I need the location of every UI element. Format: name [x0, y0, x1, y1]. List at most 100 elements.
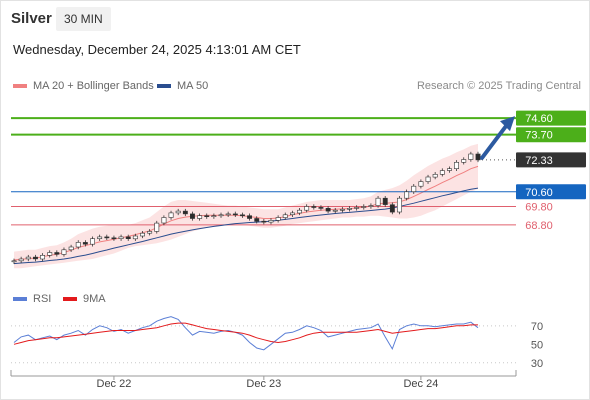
- candle: [225, 213, 231, 216]
- candle: [32, 256, 38, 260]
- candle: [104, 236, 110, 239]
- level-label-current: 72.33: [516, 152, 586, 168]
- candle: [418, 181, 424, 187]
- rsi-ma-label: 9MA: [83, 293, 106, 305]
- candle: [154, 222, 160, 232]
- rsi-ma-line: [13, 322, 478, 345]
- level-label-resistance: 74.60: [516, 110, 586, 126]
- candle: [61, 249, 67, 255]
- candle: [240, 214, 245, 217]
- ma20-swatch: [13, 84, 27, 89]
- candle: [211, 215, 217, 217]
- candle: [368, 205, 374, 207]
- level-label-text: 74.60: [525, 113, 553, 125]
- candle: [68, 246, 74, 251]
- candle: [475, 153, 481, 161]
- legend-rsi[interactable]: RSI: [13, 293, 51, 305]
- research-credit: Research © 2025 Trading Central: [416, 80, 581, 92]
- candle: [54, 252, 60, 255]
- support-label: 69.80: [525, 201, 553, 213]
- candle: [147, 231, 153, 234]
- chart-datetime: Wednesday, December 24, 2025 4:13:01 AM …: [13, 42, 301, 57]
- candle: [454, 162, 459, 170]
- candle: [261, 220, 267, 223]
- candle: [425, 176, 431, 182]
- candle: [140, 232, 145, 237]
- candle: [439, 170, 445, 175]
- candle: [247, 215, 252, 219]
- rsi-line: [13, 316, 479, 351]
- rsi-tick-label: 50: [531, 339, 543, 351]
- level-label-text: 70.60: [525, 187, 553, 199]
- candle: [232, 213, 238, 216]
- candle: [118, 236, 124, 239]
- forecast-arrow: [480, 124, 508, 160]
- symbol-title: Silver: [11, 10, 52, 27]
- level-label-bg: [516, 152, 586, 168]
- candle: [197, 215, 203, 219]
- candle: [268, 220, 274, 223]
- candle: [18, 258, 24, 262]
- candle: [40, 255, 46, 260]
- legend-ma20[interactable]: MA 20 + Bollinger Bands: [13, 80, 154, 92]
- level-label-text: 73.70: [525, 130, 553, 142]
- candle: [168, 212, 174, 218]
- candle: [446, 168, 452, 171]
- candle: [289, 212, 295, 215]
- candle: [90, 238, 96, 245]
- candle: [404, 191, 410, 199]
- rsi-tick-label: 30: [531, 358, 543, 370]
- candle: [25, 256, 31, 260]
- candle: [311, 206, 317, 208]
- candle: [382, 197, 388, 205]
- candle: [75, 242, 81, 248]
- candle: [411, 185, 417, 192]
- level-label-bg: [516, 110, 586, 126]
- time-tick-label: Dec 24: [403, 378, 438, 390]
- candle: [339, 209, 345, 211]
- candle: [325, 208, 331, 212]
- level-label-support: 68.80: [525, 220, 553, 232]
- candle: [318, 207, 324, 209]
- level-label-support: 69.80: [525, 201, 553, 213]
- candle: [175, 210, 181, 214]
- candle: [275, 217, 281, 221]
- candle: [82, 242, 88, 245]
- ma50-label: MA 50: [177, 80, 209, 92]
- time-tick-label: Dec 22: [97, 378, 132, 390]
- candle: [396, 197, 402, 213]
- candle: [97, 236, 103, 239]
- candle: [432, 174, 438, 178]
- timeframe-button[interactable]: 30 MIN: [56, 7, 111, 31]
- candle: [375, 197, 381, 206]
- candle: [282, 214, 288, 218]
- candle: [254, 218, 260, 222]
- top-bar: Silver 30 MIN: [0, 0, 590, 36]
- candle: [297, 209, 302, 214]
- candle: [361, 206, 367, 208]
- ma50-swatch: [157, 84, 171, 89]
- candle: [304, 206, 310, 211]
- rsi-label: RSI: [33, 293, 52, 305]
- candle: [218, 214, 224, 217]
- candle: [468, 153, 474, 160]
- legend-ma50[interactable]: MA 50: [157, 80, 208, 92]
- candle: [11, 260, 17, 263]
- candle: [204, 215, 210, 217]
- candle: [354, 207, 360, 209]
- legend-rsi-ma[interactable]: 9MA: [63, 293, 106, 305]
- candle: [125, 236, 131, 239]
- level-label-bg: [516, 127, 586, 143]
- candle: [111, 237, 117, 240]
- level-label-resistance: 73.70: [516, 127, 586, 143]
- candle: [389, 204, 395, 213]
- rsi-ma-swatch: [63, 297, 77, 302]
- rsi-tick-label: 70: [531, 321, 543, 333]
- support-label: 68.80: [525, 220, 553, 232]
- candle: [190, 213, 195, 219]
- candle: [47, 252, 53, 256]
- level-label-text: 72.33: [525, 155, 553, 167]
- candle: [347, 208, 352, 210]
- forecast-arrowhead: [500, 116, 515, 132]
